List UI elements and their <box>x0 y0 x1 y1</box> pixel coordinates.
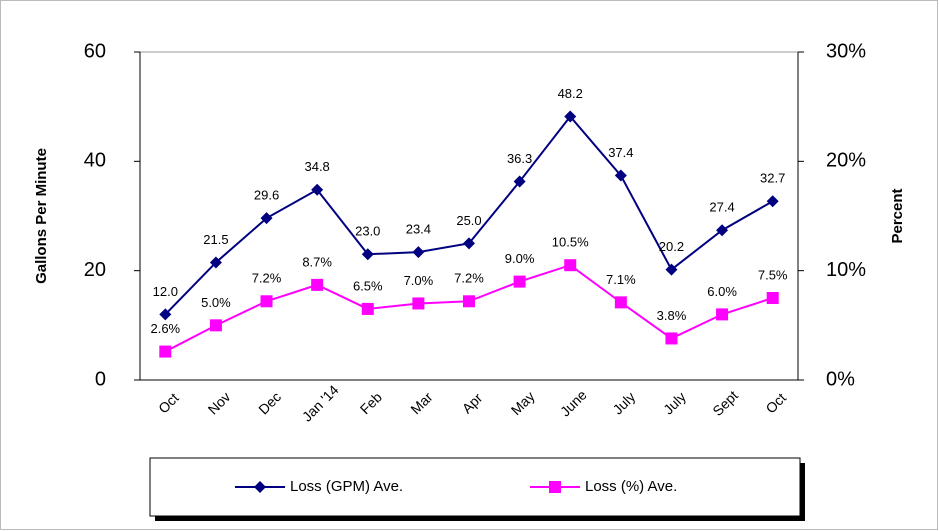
data-point <box>766 292 779 304</box>
y-tick-label: 0 <box>95 368 106 390</box>
legend-label: Loss (%) Ave. <box>585 478 677 495</box>
data-label: 48.2 <box>558 86 583 101</box>
data-point <box>311 183 324 196</box>
data-point <box>361 248 374 261</box>
data-point <box>463 237 475 250</box>
data-label: 23.4 <box>406 222 431 237</box>
data-label: 10.5% <box>552 235 589 250</box>
data-point <box>260 212 273 225</box>
data-point <box>209 319 222 332</box>
y-tick-label: 60 <box>84 40 106 62</box>
data-label: 6.5% <box>353 278 383 293</box>
data-label: 6.0% <box>707 284 737 299</box>
y2-tick-label: 30% <box>826 40 866 62</box>
data-point <box>159 345 172 358</box>
data-label: 5.0% <box>201 295 231 310</box>
y2-tick-label: 0% <box>826 368 855 390</box>
y-tick-label: 20 <box>84 259 106 281</box>
data-label: 7.5% <box>758 267 788 282</box>
data-point <box>614 169 627 182</box>
data-point <box>716 308 729 321</box>
y-tick-label: 40 <box>84 150 106 172</box>
data-label: 2.6% <box>150 321 180 336</box>
data-point <box>412 246 425 259</box>
y2-tick-label: 20% <box>826 150 866 172</box>
data-label: 34.8 <box>304 159 329 174</box>
data-point <box>564 259 577 272</box>
data-point <box>209 256 222 269</box>
data-point <box>159 308 172 321</box>
data-point <box>564 110 577 123</box>
legend-label: Loss (GPM) Ave. <box>290 478 403 495</box>
data-label: 23.0 <box>355 224 380 239</box>
data-point <box>716 224 729 237</box>
data-point <box>412 297 425 310</box>
data-point <box>665 263 678 276</box>
data-label: 20.2 <box>659 239 684 254</box>
data-label: 32.7 <box>760 171 785 186</box>
data-label: 12.0 <box>153 284 178 299</box>
data-point <box>463 295 475 308</box>
data-label: 8.7% <box>302 254 332 269</box>
data-point <box>311 278 324 291</box>
data-point <box>513 175 526 188</box>
data-label: 37.4 <box>608 145 633 160</box>
data-label: 21.5 <box>203 232 228 247</box>
legend-marker <box>549 481 561 493</box>
y2-axis-title: Percent <box>889 188 906 243</box>
data-label: 27.4 <box>709 200 734 215</box>
data-label: 9.0% <box>505 251 535 266</box>
y-axis-title: Gallons Per Minute <box>33 148 50 284</box>
data-label: 29.6 <box>254 188 279 203</box>
data-label: 25.0 <box>456 213 481 228</box>
data-label: 7.0% <box>404 273 434 288</box>
data-point <box>513 275 526 288</box>
data-point <box>614 296 627 309</box>
data-label: 3.8% <box>657 308 687 323</box>
data-point <box>361 302 374 315</box>
legend-marker <box>254 481 266 493</box>
data-point <box>665 332 678 345</box>
data-point <box>260 295 273 308</box>
data-point <box>766 195 779 208</box>
data-label: 7.2% <box>454 271 484 286</box>
y2-tick-label: 10% <box>826 259 866 281</box>
data-label: 7.2% <box>252 271 282 286</box>
data-label: 36.3 <box>507 151 532 166</box>
data-label: 7.1% <box>606 272 636 287</box>
